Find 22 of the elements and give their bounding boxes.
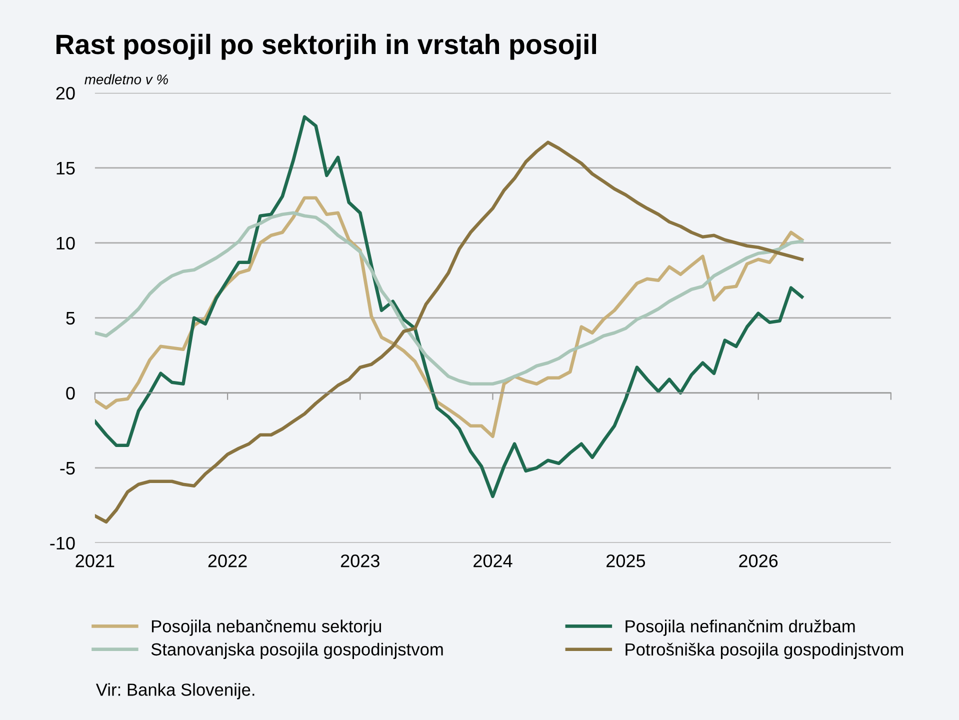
chart-title: Rast posojil po sektorjih in vrstah posojil — [56, 34, 596, 60]
x-tick-label: 2023 — [340, 554, 380, 568]
y-tick-label: -10 — [50, 536, 75, 550]
legend-label: Posojila nebančnemu sektorju — [152, 620, 382, 636]
x-tick-label: 2021 — [76, 554, 114, 568]
text: Vir: Banka Slovenije. — [96, 683, 254, 700]
y-tick-label: 15 — [56, 162, 75, 175]
y-tick-label: 5 — [66, 312, 75, 325]
y-tick-label: 0 — [66, 386, 75, 400]
y-tick-label: 20 — [56, 86, 75, 100]
y-tick-label: 10 — [56, 236, 75, 250]
y-tick-label: -5 — [60, 462, 75, 475]
line-series — [94, 196, 804, 438]
y-axis-title: medletno v % — [84, 74, 168, 84]
legend-label: Stanovanjska posojila gospodinjstvom — [151, 642, 443, 659]
x-tick-label: 2022 — [208, 554, 247, 568]
line-series — [94, 211, 804, 386]
x-tick-label: 2026 — [739, 554, 778, 568]
x-tick-label: 2025 — [606, 554, 646, 568]
x-tick-label: 2024 — [474, 554, 512, 568]
legend-label: Posojila nefinančnim družbam — [626, 620, 855, 636]
legend-label: Potrošniška posojila gospodinjstvom — [626, 642, 903, 660]
